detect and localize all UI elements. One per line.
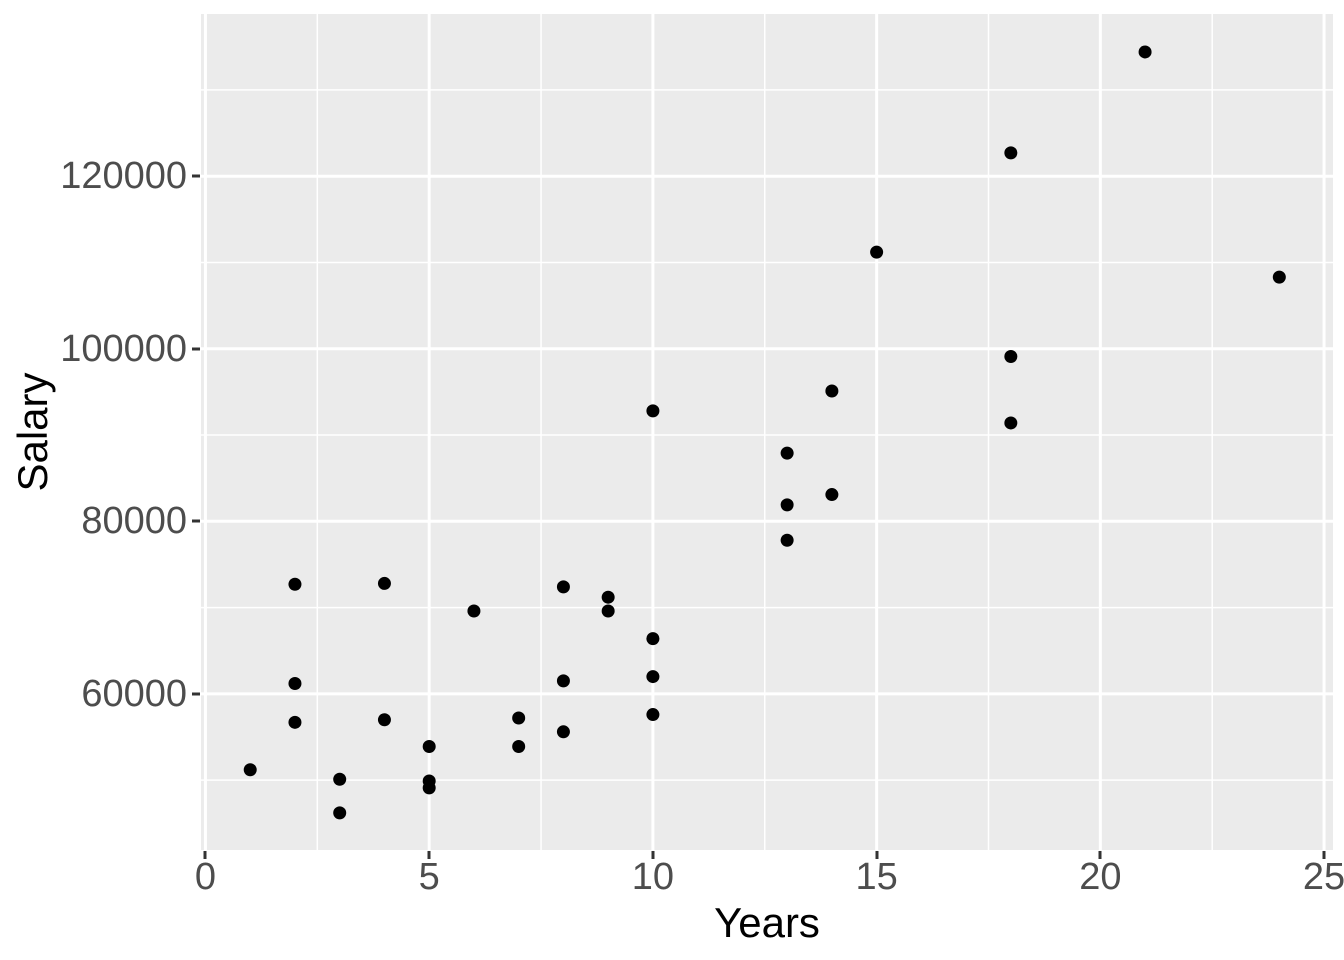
x-tick-label: 0 xyxy=(194,856,217,898)
data-point xyxy=(467,604,481,618)
data-point xyxy=(288,577,302,591)
x-tick-label: 15 xyxy=(855,856,898,898)
y-tick-mark xyxy=(192,692,200,696)
x-tick-mark xyxy=(651,851,655,859)
x-tick-mark xyxy=(203,851,207,859)
data-point xyxy=(601,604,615,618)
data-point xyxy=(288,676,302,690)
y-tick-label: 100000 xyxy=(60,327,187,370)
data-point xyxy=(512,739,526,753)
data-point xyxy=(243,763,257,777)
data-point xyxy=(512,711,526,725)
data-point xyxy=(556,674,570,688)
x-tick-mark xyxy=(875,851,879,859)
y-tick-label: 80000 xyxy=(81,500,187,543)
y-tick-mark xyxy=(192,174,200,178)
data-point xyxy=(1272,270,1286,284)
data-point xyxy=(780,498,794,512)
data-point xyxy=(825,384,839,398)
y-tick-mark xyxy=(192,347,200,351)
y-tick-label: 120000 xyxy=(60,155,187,198)
plot-canvas xyxy=(201,14,1333,850)
x-tick-mark xyxy=(1098,851,1102,859)
data-point xyxy=(646,404,660,418)
data-point xyxy=(646,632,660,646)
data-point xyxy=(556,725,570,739)
data-point xyxy=(780,533,794,547)
data-point xyxy=(780,446,794,460)
x-tick-mark xyxy=(427,851,431,859)
data-point xyxy=(377,576,391,590)
x-tick-label: 20 xyxy=(1079,856,1122,898)
data-point xyxy=(422,739,436,753)
plot-panel xyxy=(201,14,1333,850)
data-point xyxy=(870,245,884,259)
data-point xyxy=(646,670,660,684)
data-point xyxy=(422,781,436,795)
data-point xyxy=(601,590,615,604)
data-point xyxy=(288,715,302,729)
x-axis-title: Years xyxy=(714,899,820,946)
x-tick-label: 5 xyxy=(418,856,440,898)
data-point xyxy=(1004,416,1018,430)
data-point xyxy=(646,708,660,722)
data-point xyxy=(333,772,347,786)
x-tick-label: 10 xyxy=(631,856,675,898)
data-point xyxy=(825,488,839,502)
data-point xyxy=(1138,45,1152,59)
data-point xyxy=(1004,350,1018,364)
y-tick-label: 60000 xyxy=(81,672,187,715)
x-tick-label: 25 xyxy=(1302,856,1344,898)
data-point xyxy=(333,806,347,820)
y-tick-mark xyxy=(192,519,200,523)
data-point xyxy=(556,580,570,594)
data-point xyxy=(1004,146,1018,160)
x-tick-mark xyxy=(1322,851,1326,859)
data-point xyxy=(377,713,391,727)
y-axis-title: Salary xyxy=(9,372,56,492)
